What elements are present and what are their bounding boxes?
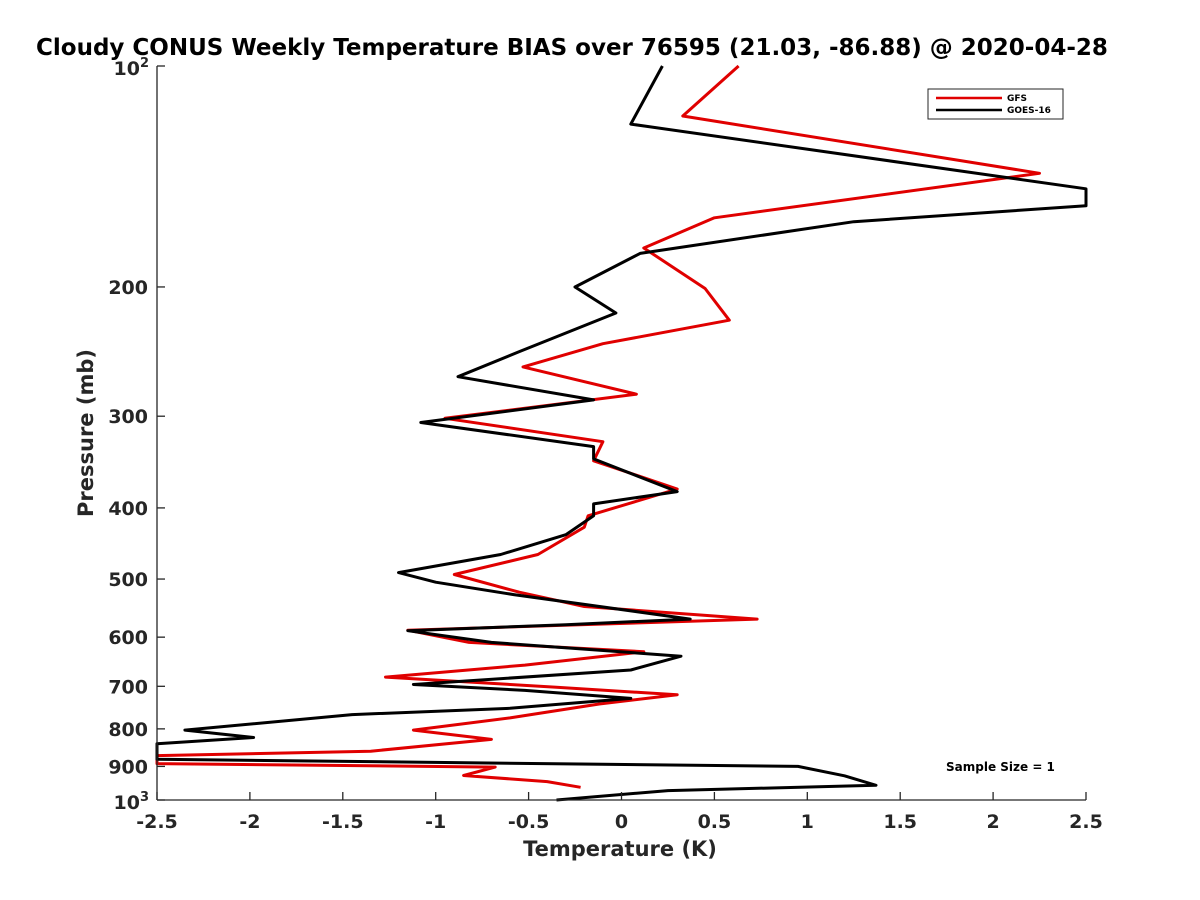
y-tick-label-1000: 103 [114,790,150,814]
x-ticks: -2.5 -2 -1.5 -1 -0.5 0 0.5 1 1.5 2 2.5 [136,792,1103,833]
y-tick-label: 300 [108,406,148,428]
x-axis-label: Temperature (K) [523,837,717,861]
y-tick-label: 600 [108,627,148,649]
y-axis-label: Pressure (mb) [74,349,98,517]
series-line-gfs [155,64,1041,789]
x-tick-label: -2 [239,811,260,833]
legend-box [927,88,1064,120]
y-tick-label-100: 102 [114,56,150,80]
sample-size-annotation: Sample Size = 1 [946,760,1055,774]
x-tick-label: -1.5 [322,811,364,833]
y-ticks: 200 300 400 500 600 700 800 900 [108,65,165,801]
plot-area: -2.5 -2 -1.5 -1 -0.5 0 0.5 1 1.5 2 2.5 200 300 400 50… [108,56,1103,833]
chart-title: Cloudy CONUS Weekly Temperature BIAS ove… [36,35,1108,61]
y-tick-label: 400 [108,498,148,520]
x-tick-label: 0.5 [698,811,732,833]
series-layer [155,64,1088,802]
x-tick-label: -1 [425,811,446,833]
x-tick-label: 2 [986,811,999,833]
x-tick-label: 2.5 [1069,811,1103,833]
y-tick-label: 900 [108,756,148,778]
legend-label-goes16: GOES-16 [1007,106,1051,116]
y-tick-label: 800 [108,719,148,741]
legend-label-gfs: GFS [1007,94,1027,104]
y-tick-label: 500 [108,569,148,591]
x-tick-label: 1.5 [883,811,917,833]
x-tick-label: -2.5 [136,811,178,833]
x-tick-label: -0.5 [508,811,550,833]
legend: GFS GOES-16 [927,88,1064,120]
x-tick-label: 0 [615,811,628,833]
y-tick-label: 700 [108,676,148,698]
x-tick-label: 1 [801,811,814,833]
y-tick-label: 200 [108,277,148,299]
series-line-goes16 [155,65,1088,802]
